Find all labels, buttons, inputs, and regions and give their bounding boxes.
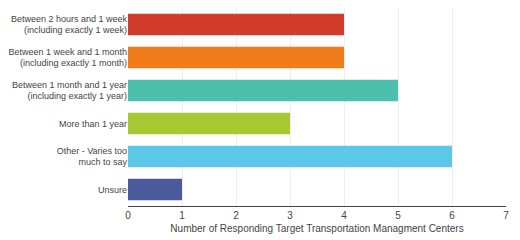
svg-text:4: 4 [341, 210, 347, 221]
svg-text:More than 1 year: More than 1 year [59, 119, 127, 129]
svg-text:Between 1 month and 1 year(inc: Between 1 month and 1 year(including exa… [12, 80, 127, 102]
svg-text:1: 1 [179, 210, 185, 221]
svg-text:Between 2 hours and 1 week(inc: Between 2 hours and 1 week(including exa… [11, 14, 128, 36]
svg-text:6: 6 [449, 210, 455, 221]
svg-text:Between 1 week and 1 month(inc: Between 1 week and 1 month(including exa… [8, 47, 127, 69]
svg-text:2: 2 [233, 210, 239, 221]
svg-text:Unsure: Unsure [98, 185, 127, 195]
svg-text:3: 3 [287, 210, 293, 221]
svg-text:Other - Varies toomuch to say: Other - Varies toomuch to say [57, 146, 128, 168]
svg-text:Number of Responding Target Tr: Number of Responding Target Transportati… [170, 223, 463, 234]
svg-text:0: 0 [125, 210, 131, 221]
svg-text:5: 5 [395, 210, 401, 221]
svg-text:7: 7 [503, 210, 509, 221]
